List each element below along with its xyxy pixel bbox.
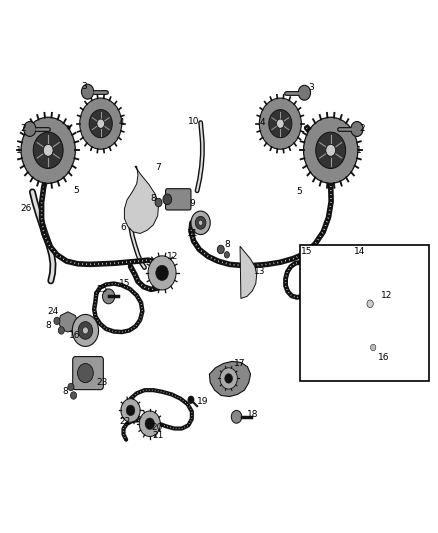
Text: 20: 20 (151, 423, 162, 432)
Text: 6: 6 (120, 223, 127, 231)
Circle shape (78, 322, 93, 340)
Text: 2: 2 (359, 125, 364, 133)
Circle shape (259, 98, 301, 149)
Circle shape (225, 374, 233, 383)
Circle shape (71, 392, 77, 399)
Text: 21: 21 (152, 432, 163, 440)
Circle shape (188, 396, 194, 403)
Text: 15: 15 (301, 247, 312, 256)
Circle shape (224, 252, 230, 258)
Polygon shape (124, 166, 159, 233)
Circle shape (269, 110, 292, 138)
Text: 10: 10 (188, 117, 199, 126)
Circle shape (163, 194, 172, 205)
Polygon shape (240, 246, 257, 298)
Text: 9: 9 (190, 199, 196, 207)
Circle shape (148, 256, 176, 290)
Circle shape (217, 245, 224, 254)
Text: 26: 26 (21, 205, 32, 213)
Circle shape (58, 327, 64, 334)
Circle shape (97, 119, 105, 128)
Circle shape (361, 333, 385, 362)
Text: 8: 8 (45, 321, 51, 329)
Text: 5: 5 (296, 188, 302, 196)
Text: 15: 15 (119, 279, 131, 288)
Circle shape (139, 411, 160, 437)
Text: 22: 22 (119, 417, 131, 425)
Text: 1: 1 (15, 146, 21, 155)
Circle shape (191, 211, 210, 235)
Text: 23: 23 (96, 378, 107, 387)
Text: 12: 12 (167, 253, 179, 261)
Circle shape (351, 122, 363, 136)
Text: 16: 16 (378, 353, 389, 361)
Text: 4: 4 (119, 118, 124, 127)
Text: 3: 3 (308, 83, 314, 92)
Text: 5: 5 (74, 187, 80, 195)
Text: 8: 8 (224, 240, 230, 248)
Text: 14: 14 (353, 247, 365, 256)
Text: 24: 24 (47, 307, 58, 316)
Circle shape (24, 122, 36, 136)
Text: 11: 11 (187, 229, 198, 238)
Circle shape (198, 220, 203, 225)
Text: 3: 3 (81, 82, 87, 91)
Text: 18: 18 (247, 410, 259, 419)
Circle shape (82, 327, 88, 334)
Circle shape (195, 216, 206, 229)
Circle shape (156, 265, 168, 280)
Polygon shape (59, 312, 78, 332)
Circle shape (54, 317, 60, 325)
FancyBboxPatch shape (166, 189, 191, 210)
Text: 19: 19 (197, 398, 208, 406)
Circle shape (155, 198, 162, 207)
Polygon shape (209, 361, 251, 397)
Text: 8: 8 (62, 387, 68, 396)
Circle shape (121, 399, 140, 422)
Circle shape (326, 144, 336, 156)
Circle shape (360, 292, 380, 316)
Circle shape (81, 84, 94, 99)
Circle shape (72, 314, 99, 346)
Circle shape (304, 117, 358, 183)
Text: 7: 7 (155, 163, 162, 172)
Circle shape (33, 132, 63, 168)
Circle shape (126, 405, 135, 416)
FancyBboxPatch shape (73, 357, 103, 390)
Circle shape (353, 282, 388, 325)
Circle shape (21, 117, 75, 183)
Text: 17: 17 (234, 359, 246, 368)
Circle shape (145, 418, 155, 430)
Circle shape (102, 289, 115, 304)
Circle shape (367, 340, 380, 356)
Circle shape (231, 410, 242, 423)
Circle shape (298, 85, 311, 100)
Text: 1: 1 (356, 146, 362, 155)
Text: 8: 8 (150, 194, 156, 203)
Circle shape (367, 300, 373, 308)
Circle shape (220, 368, 237, 389)
Text: 16: 16 (69, 332, 80, 340)
Circle shape (43, 144, 53, 156)
Text: 4: 4 (260, 118, 265, 127)
Bar (300, 245, 429, 381)
Text: 2: 2 (20, 125, 25, 133)
Circle shape (78, 364, 93, 383)
Circle shape (80, 98, 122, 149)
Circle shape (371, 344, 376, 351)
Circle shape (276, 119, 284, 128)
Circle shape (68, 383, 74, 391)
Text: 13: 13 (254, 268, 266, 276)
Text: 25: 25 (96, 286, 107, 294)
Circle shape (89, 110, 112, 138)
Text: 12: 12 (381, 292, 392, 300)
Circle shape (316, 132, 346, 168)
